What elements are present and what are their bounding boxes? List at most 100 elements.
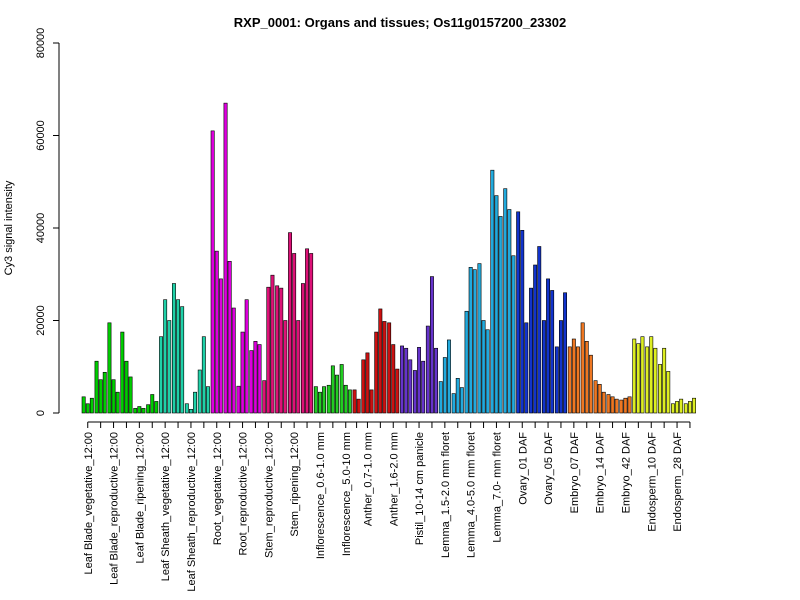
bar xyxy=(610,396,615,414)
bar xyxy=(425,325,430,414)
bar xyxy=(692,397,697,414)
bar xyxy=(378,308,383,414)
bar xyxy=(511,255,516,414)
x-tick-label: Ovary_05 DAF xyxy=(543,432,555,505)
bar xyxy=(120,331,125,414)
y-axis: 0 20000 40000 60000 80000 xyxy=(35,28,60,416)
bar xyxy=(334,374,339,414)
bar xyxy=(541,320,546,414)
x-tick-label: Leaf Blade_vegetative_12:00 xyxy=(83,432,95,575)
bar xyxy=(107,322,112,414)
bar xyxy=(404,347,409,414)
bar xyxy=(601,391,606,414)
bar xyxy=(382,321,387,414)
bar xyxy=(231,307,236,414)
bar xyxy=(446,339,451,414)
x-tick-label: Embryo_07 DAF xyxy=(569,432,581,514)
bar xyxy=(593,380,598,414)
bar xyxy=(137,406,142,414)
bar xyxy=(571,338,576,414)
bar xyxy=(214,250,219,414)
bar xyxy=(330,365,335,414)
bar xyxy=(296,320,301,414)
bar xyxy=(408,359,413,414)
x-tick-label: Embryo_42 DAF xyxy=(620,432,632,514)
bar xyxy=(451,393,456,414)
x-tick-label: Root_vegetative_12:00 xyxy=(212,432,224,545)
x-tick-label: Pistil_10-14 cm panicle xyxy=(414,432,426,545)
bar xyxy=(189,408,193,414)
x-tick-label: Leaf Blade_ripening_12:00 xyxy=(134,432,146,564)
bar xyxy=(253,341,258,414)
bar xyxy=(352,389,357,414)
bar xyxy=(588,354,593,414)
bar xyxy=(421,360,426,414)
bar xyxy=(85,403,90,414)
bar xyxy=(597,384,602,414)
bar xyxy=(683,403,688,414)
bar xyxy=(554,346,559,414)
bar xyxy=(494,195,499,414)
bar xyxy=(141,408,146,414)
bar xyxy=(201,336,206,414)
bar xyxy=(623,397,628,414)
bar xyxy=(412,370,417,414)
bar xyxy=(662,347,667,414)
bar xyxy=(257,344,262,414)
bar xyxy=(249,350,254,414)
bar xyxy=(206,386,210,414)
bar xyxy=(632,338,637,414)
bar xyxy=(627,396,632,414)
bar xyxy=(210,130,215,414)
x-tick-label: Leaf Sheath_vegetative_12:00 xyxy=(160,432,172,581)
bar xyxy=(550,290,555,414)
x-tick-label: Lemma_7.0- mm floret xyxy=(491,432,503,543)
bar xyxy=(490,169,495,414)
x-tick-label: Ovary_01 DAF xyxy=(517,432,529,505)
x-tick-label: Embryo_14 DAF xyxy=(595,432,607,514)
bar xyxy=(150,394,155,414)
bar xyxy=(653,347,658,414)
bar xyxy=(369,389,374,414)
bar xyxy=(417,347,421,414)
bar xyxy=(279,287,284,414)
bar xyxy=(193,391,197,414)
x-tick-label: Lemma_1.5-2.0 mm floret xyxy=(440,432,452,558)
bar xyxy=(580,322,585,414)
bar xyxy=(391,344,396,414)
bar xyxy=(167,320,172,414)
bar xyxy=(305,248,309,414)
bar xyxy=(343,384,348,414)
x-tick-label: Root_reproductive_12:00 xyxy=(238,432,250,556)
bar xyxy=(262,380,267,414)
bar xyxy=(658,364,663,414)
bar xyxy=(507,209,512,414)
bar xyxy=(468,267,473,414)
bar xyxy=(546,278,551,414)
x-tick-label: Anther_1.6-2.0 mm xyxy=(388,432,400,526)
x-tick-label: Endosperm_28 DAF xyxy=(672,432,684,532)
bar xyxy=(481,320,486,414)
bar xyxy=(533,264,538,414)
bar xyxy=(300,283,305,414)
y-tick-label: 60000 xyxy=(35,120,47,151)
bar xyxy=(558,320,563,414)
bar xyxy=(400,345,404,414)
chart-title: RXP_0001: Organs and tissues; Os11g01572… xyxy=(234,15,566,30)
bar xyxy=(464,310,469,414)
bar xyxy=(240,331,245,414)
bar xyxy=(477,263,482,414)
x-tick-label: Leaf Sheath_reproductive_12:00 xyxy=(186,432,198,592)
bar xyxy=(347,389,352,414)
bar xyxy=(567,346,572,414)
bar xyxy=(172,283,176,414)
bar xyxy=(98,379,103,414)
bar xyxy=(218,278,223,414)
bar xyxy=(524,322,529,414)
bar xyxy=(619,399,624,414)
bar xyxy=(614,398,619,414)
bar xyxy=(356,398,361,414)
y-axis-label: Cy3 signal intensity xyxy=(3,180,15,275)
bar xyxy=(197,369,202,414)
bar xyxy=(326,384,331,414)
